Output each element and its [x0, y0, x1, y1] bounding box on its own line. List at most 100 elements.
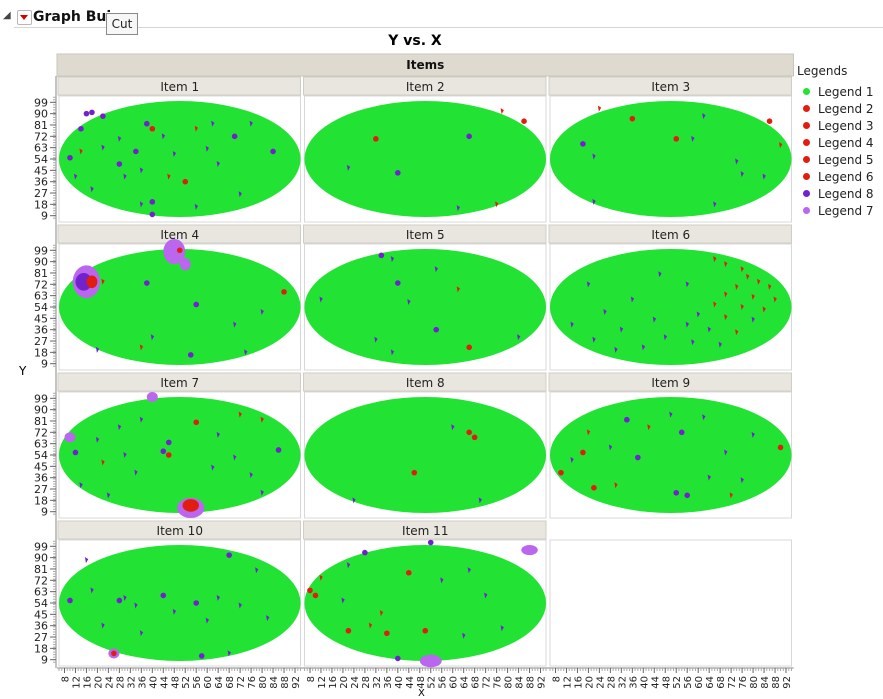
y-tick-label: 99: [34, 540, 48, 553]
data-point: [238, 602, 242, 609]
x-tick-label: 52: [181, 676, 192, 689]
data-point: [346, 164, 351, 171]
data-point: [685, 321, 690, 328]
x-tick-label: 68: [225, 676, 236, 689]
data-point: [211, 120, 215, 127]
panel-title: Item 6: [651, 228, 690, 242]
data-point: [368, 622, 373, 629]
data-point: [95, 346, 100, 353]
data-point: [500, 625, 504, 632]
legend-label: Legend 1: [818, 85, 874, 99]
data-point: [270, 148, 276, 155]
data-point: [685, 281, 690, 288]
x-tick-label: 48: [170, 676, 181, 689]
data-point: [260, 309, 264, 316]
data-point: [647, 424, 651, 431]
graph-builder-title: Graph Bui: [33, 9, 112, 25]
data-point: [597, 105, 602, 112]
data-point: [281, 289, 287, 295]
legend-item[interactable]: Legend 4: [803, 135, 874, 152]
data-point: [193, 600, 200, 606]
legend-item[interactable]: Legend 1: [803, 84, 874, 101]
legend-item[interactable]: Legend 6: [803, 169, 874, 186]
y-tick-label: 45: [34, 608, 48, 621]
x-tick-label: 60: [203, 676, 214, 689]
data-point: [580, 141, 586, 147]
x-tick-label: 64: [214, 676, 225, 689]
data-point: [427, 539, 434, 546]
legend-marker-icon: [803, 173, 810, 180]
data-point: [517, 334, 521, 341]
data-point: [101, 622, 105, 629]
disclosure-triangle-icon[interactable]: ◢: [3, 10, 11, 21]
data-point: [395, 655, 401, 662]
data-point: [134, 602, 138, 609]
panel-tab: [57, 372, 301, 392]
base-region: [550, 249, 792, 365]
base-region: [304, 545, 546, 661]
panel-tab: [548, 224, 792, 244]
x-tick-label: 64: [460, 676, 471, 689]
data-point: [592, 336, 596, 343]
y-tick-label: 36: [34, 176, 48, 189]
blob-mark: [419, 654, 442, 668]
x-tick-label: 92: [537, 676, 548, 689]
data-point: [176, 247, 183, 254]
data-point: [83, 110, 90, 117]
data-point: [395, 280, 401, 286]
data-point: [471, 434, 478, 441]
data-point: [570, 457, 574, 464]
y-tick-label: 18: [34, 642, 48, 655]
y-tick-label: 54: [34, 449, 48, 462]
y-tick-label: 36: [34, 472, 48, 485]
data-point: [84, 557, 89, 564]
data-point: [713, 256, 717, 263]
x-tick-label: 60: [694, 676, 705, 689]
x-tick-label: 92: [291, 676, 302, 689]
data-point: [150, 334, 155, 341]
data-point: [614, 482, 618, 489]
data-point: [390, 256, 395, 263]
data-point: [740, 266, 744, 273]
base-region: [304, 249, 546, 365]
data-point: [478, 497, 482, 504]
y-tick-label: 90: [34, 256, 48, 269]
data-point: [226, 552, 232, 558]
base-region: [304, 101, 546, 217]
blob-mark: [146, 392, 158, 403]
y-tick-label: 9: [41, 210, 48, 223]
x-tick-label: 68: [471, 676, 482, 689]
data-point: [149, 211, 156, 218]
legend-item[interactable]: Legend 3: [803, 118, 874, 135]
red-triangle-menu-icon[interactable]: [17, 10, 32, 25]
data-point: [182, 178, 189, 185]
x-tick-label: 48: [661, 676, 672, 689]
data-point: [779, 142, 783, 149]
y-tick-label: 18: [34, 198, 48, 211]
data-point: [405, 569, 412, 576]
legend-item[interactable]: Legend 8: [803, 186, 874, 203]
legend-item[interactable]: Legend 2: [803, 101, 874, 118]
data-point: [249, 472, 253, 479]
x-tick-label: 76: [738, 676, 749, 689]
outline-header: [14, 7, 883, 28]
data-point: [500, 108, 504, 115]
legend-item[interactable]: Legend 7: [803, 203, 874, 220]
data-point: [757, 278, 761, 285]
data-point: [172, 608, 177, 615]
x-tick-label: 80: [258, 676, 269, 689]
data-point: [101, 278, 105, 285]
legend-label: Legend 2: [818, 102, 874, 116]
data-point: [608, 444, 613, 451]
x-tick-label: 88: [526, 676, 537, 689]
data-point: [735, 329, 739, 336]
x-tick-label: 84: [269, 676, 280, 689]
y-tick-label: 9: [41, 654, 48, 667]
data-point: [266, 615, 270, 622]
x-tick-label: 20: [93, 676, 104, 689]
y-tick-label: 90: [34, 108, 48, 121]
base-region: [550, 397, 792, 513]
data-point: [724, 291, 728, 298]
data-point: [735, 283, 739, 290]
legend-item[interactable]: Legend 5: [803, 152, 874, 169]
